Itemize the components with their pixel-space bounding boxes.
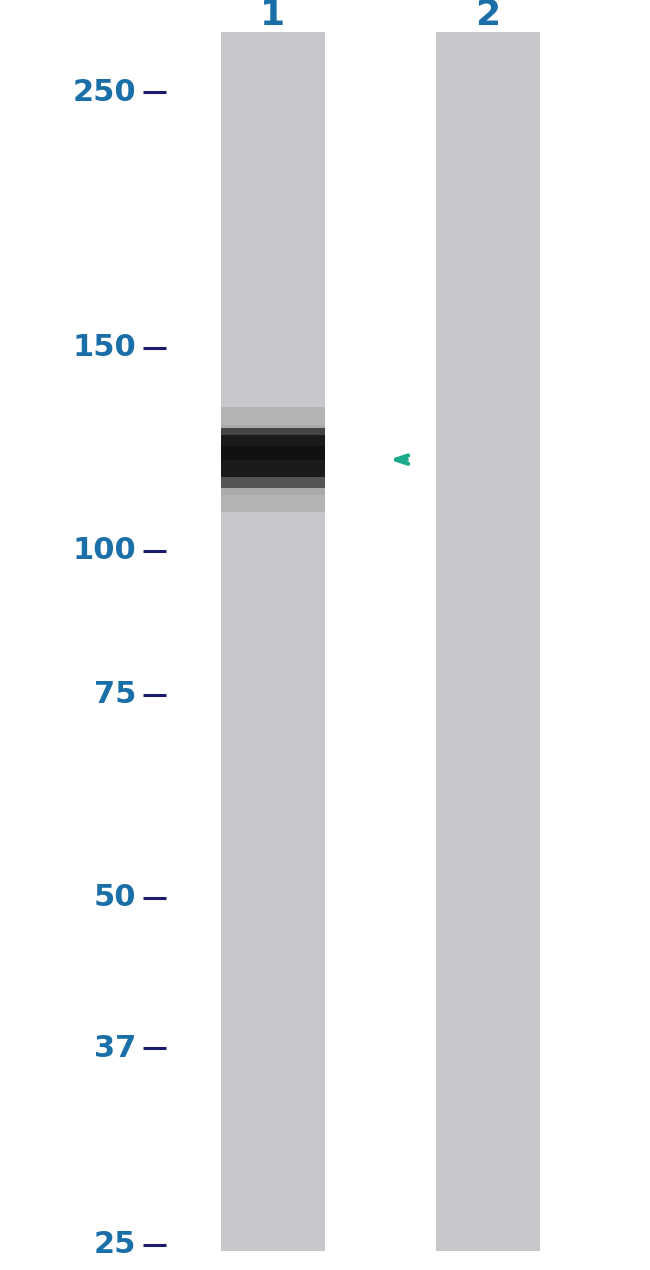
Text: 37: 37 bbox=[94, 1034, 136, 1063]
Text: 50: 50 bbox=[94, 883, 136, 912]
Bar bbox=[221, 488, 325, 494]
Text: 250: 250 bbox=[73, 77, 136, 107]
Bar bbox=[221, 478, 325, 488]
Text: 100: 100 bbox=[73, 536, 136, 565]
Bar bbox=[221, 424, 325, 428]
Bar bbox=[221, 446, 325, 460]
Text: 25: 25 bbox=[94, 1231, 136, 1259]
Text: 1: 1 bbox=[261, 0, 285, 32]
Bar bbox=[436, 32, 540, 1251]
Text: 2: 2 bbox=[475, 0, 500, 32]
Bar bbox=[221, 408, 325, 512]
Bar bbox=[221, 436, 325, 446]
Text: 150: 150 bbox=[73, 334, 136, 362]
Bar bbox=[221, 32, 325, 1251]
Text: 75: 75 bbox=[94, 681, 136, 710]
Bar bbox=[221, 460, 325, 478]
Bar bbox=[221, 428, 325, 436]
